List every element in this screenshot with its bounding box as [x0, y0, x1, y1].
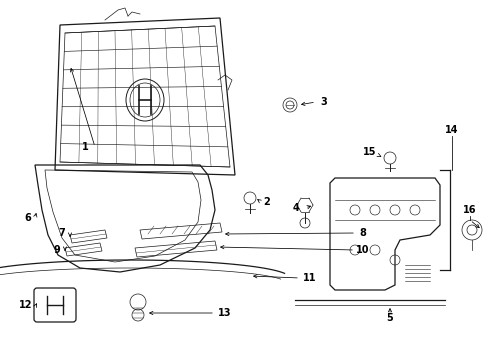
Text: 15: 15 [363, 147, 376, 157]
Text: 11: 11 [303, 273, 316, 283]
Text: 13: 13 [218, 308, 231, 318]
Text: 8: 8 [359, 228, 366, 238]
Text: 16: 16 [462, 205, 476, 215]
Text: 3: 3 [320, 97, 326, 107]
Text: 7: 7 [59, 228, 65, 238]
Text: 12: 12 [19, 300, 33, 310]
Text: 1: 1 [81, 142, 88, 152]
Text: 5: 5 [386, 313, 392, 323]
Text: 14: 14 [445, 125, 458, 135]
Text: 6: 6 [24, 213, 31, 223]
Text: 2: 2 [263, 197, 270, 207]
Text: 4: 4 [292, 203, 299, 213]
Text: 10: 10 [356, 245, 369, 255]
Text: 9: 9 [54, 245, 60, 255]
